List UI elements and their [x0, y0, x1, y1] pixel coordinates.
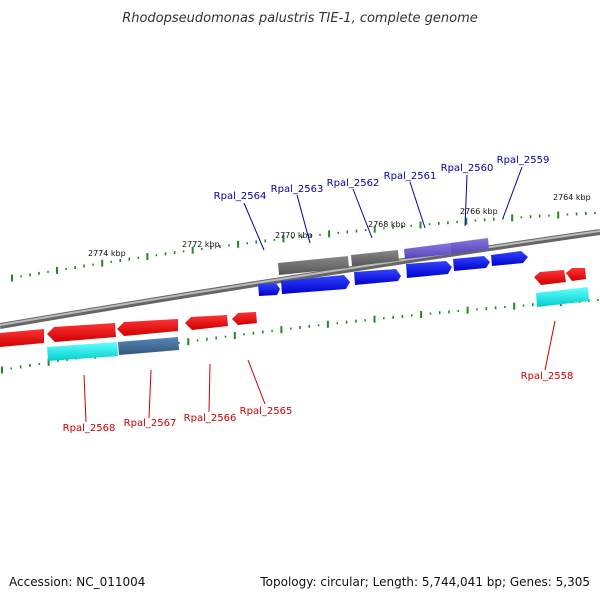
gene-label[interactable]: Rpal_2559 — [497, 155, 550, 166]
gene-arrow[interactable] — [534, 270, 566, 285]
reverse-genes — [0, 268, 586, 347]
gene-label[interactable]: Rpal_2562 — [327, 178, 380, 189]
purple-gene-block[interactable] — [450, 238, 489, 254]
gene-label[interactable]: Rpal_2560 — [441, 163, 494, 174]
map-title: Rhodopseudomonas palustris TIE-1, comple… — [122, 11, 478, 26]
gene-label[interactable]: Rpal_2563 — [271, 184, 324, 195]
scale-label: 2774 kbp — [88, 249, 126, 258]
gene-label[interactable]: Rpal_2566 — [184, 413, 237, 424]
gene-arrow[interactable] — [258, 283, 280, 296]
gene-label[interactable]: Rpal_2565 — [240, 406, 293, 417]
cds-block[interactable] — [536, 287, 589, 307]
genome-backbone-highlight — [0, 230, 600, 326]
gene-arrow[interactable] — [406, 261, 452, 278]
scale-label: 2770 kbp — [275, 231, 313, 240]
cds-block[interactable] — [47, 342, 118, 361]
label-leader-lines — [83, 166, 556, 423]
genome-backbone — [0, 229, 600, 329]
gene-arrow[interactable] — [185, 315, 228, 330]
top-feature-track — [278, 238, 489, 275]
scale-label: 2766 kbp — [460, 207, 498, 216]
gene-arrow[interactable] — [453, 256, 490, 271]
pseudo-gene-block[interactable] — [351, 250, 399, 266]
scale-label: 2768 kbp — [368, 220, 406, 229]
gene-arrow[interactable] — [281, 275, 350, 294]
gene-arrow[interactable] — [117, 319, 178, 336]
gene-label[interactable]: Rpal_2567 — [124, 418, 177, 429]
cds-block[interactable] — [118, 337, 179, 355]
topology-label: Topology: circular; Length: 5,744,041 bp… — [259, 575, 590, 589]
scale-label: 2764 kbp — [553, 193, 591, 202]
gene-arrow[interactable] — [232, 312, 257, 325]
forward-genes — [258, 251, 528, 296]
gene-label[interactable]: Rpal_2561 — [384, 171, 437, 182]
purple-gene-block[interactable] — [404, 243, 451, 259]
scale-ticks-top — [11, 211, 596, 282]
gene-arrow[interactable] — [47, 323, 116, 342]
gene-arrow[interactable] — [491, 251, 528, 266]
pseudo-gene-block[interactable] — [278, 256, 349, 275]
gene-arrow[interactable] — [354, 269, 401, 285]
gene-label[interactable]: Rpal_2558 — [521, 371, 574, 382]
accession-label: Accession: NC_011004 — [9, 575, 145, 589]
gene-label[interactable]: Rpal_2564 — [214, 191, 267, 202]
bottom-feature-track — [47, 287, 589, 361]
gene-arrow[interactable] — [0, 329, 44, 347]
gene-arrow[interactable] — [566, 268, 586, 281]
gene-label[interactable]: Rpal_2568 — [63, 423, 116, 434]
scale-label: 2772 kbp — [182, 240, 220, 249]
